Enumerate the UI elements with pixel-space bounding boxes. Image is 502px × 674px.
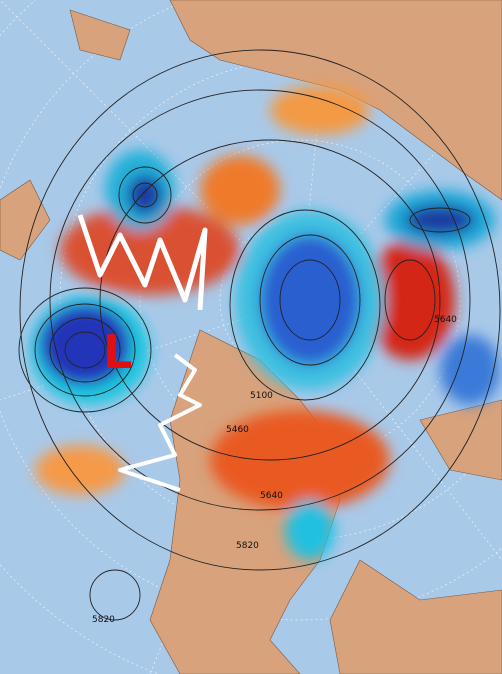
trough-marker <box>118 353 202 492</box>
height-contours <box>18 49 501 621</box>
contour-label: 5460 <box>226 425 249 435</box>
contour-label: 5820 <box>236 541 259 551</box>
ridge-marker <box>77 214 208 311</box>
contour-label: 5820 <box>92 615 115 625</box>
contour-label: 5640 <box>260 491 283 501</box>
contour-label: 5640 <box>434 315 457 325</box>
contour-label: 5100 <box>250 391 273 401</box>
low-marker: L <box>103 325 132 379</box>
anomaly-shading <box>30 85 500 560</box>
